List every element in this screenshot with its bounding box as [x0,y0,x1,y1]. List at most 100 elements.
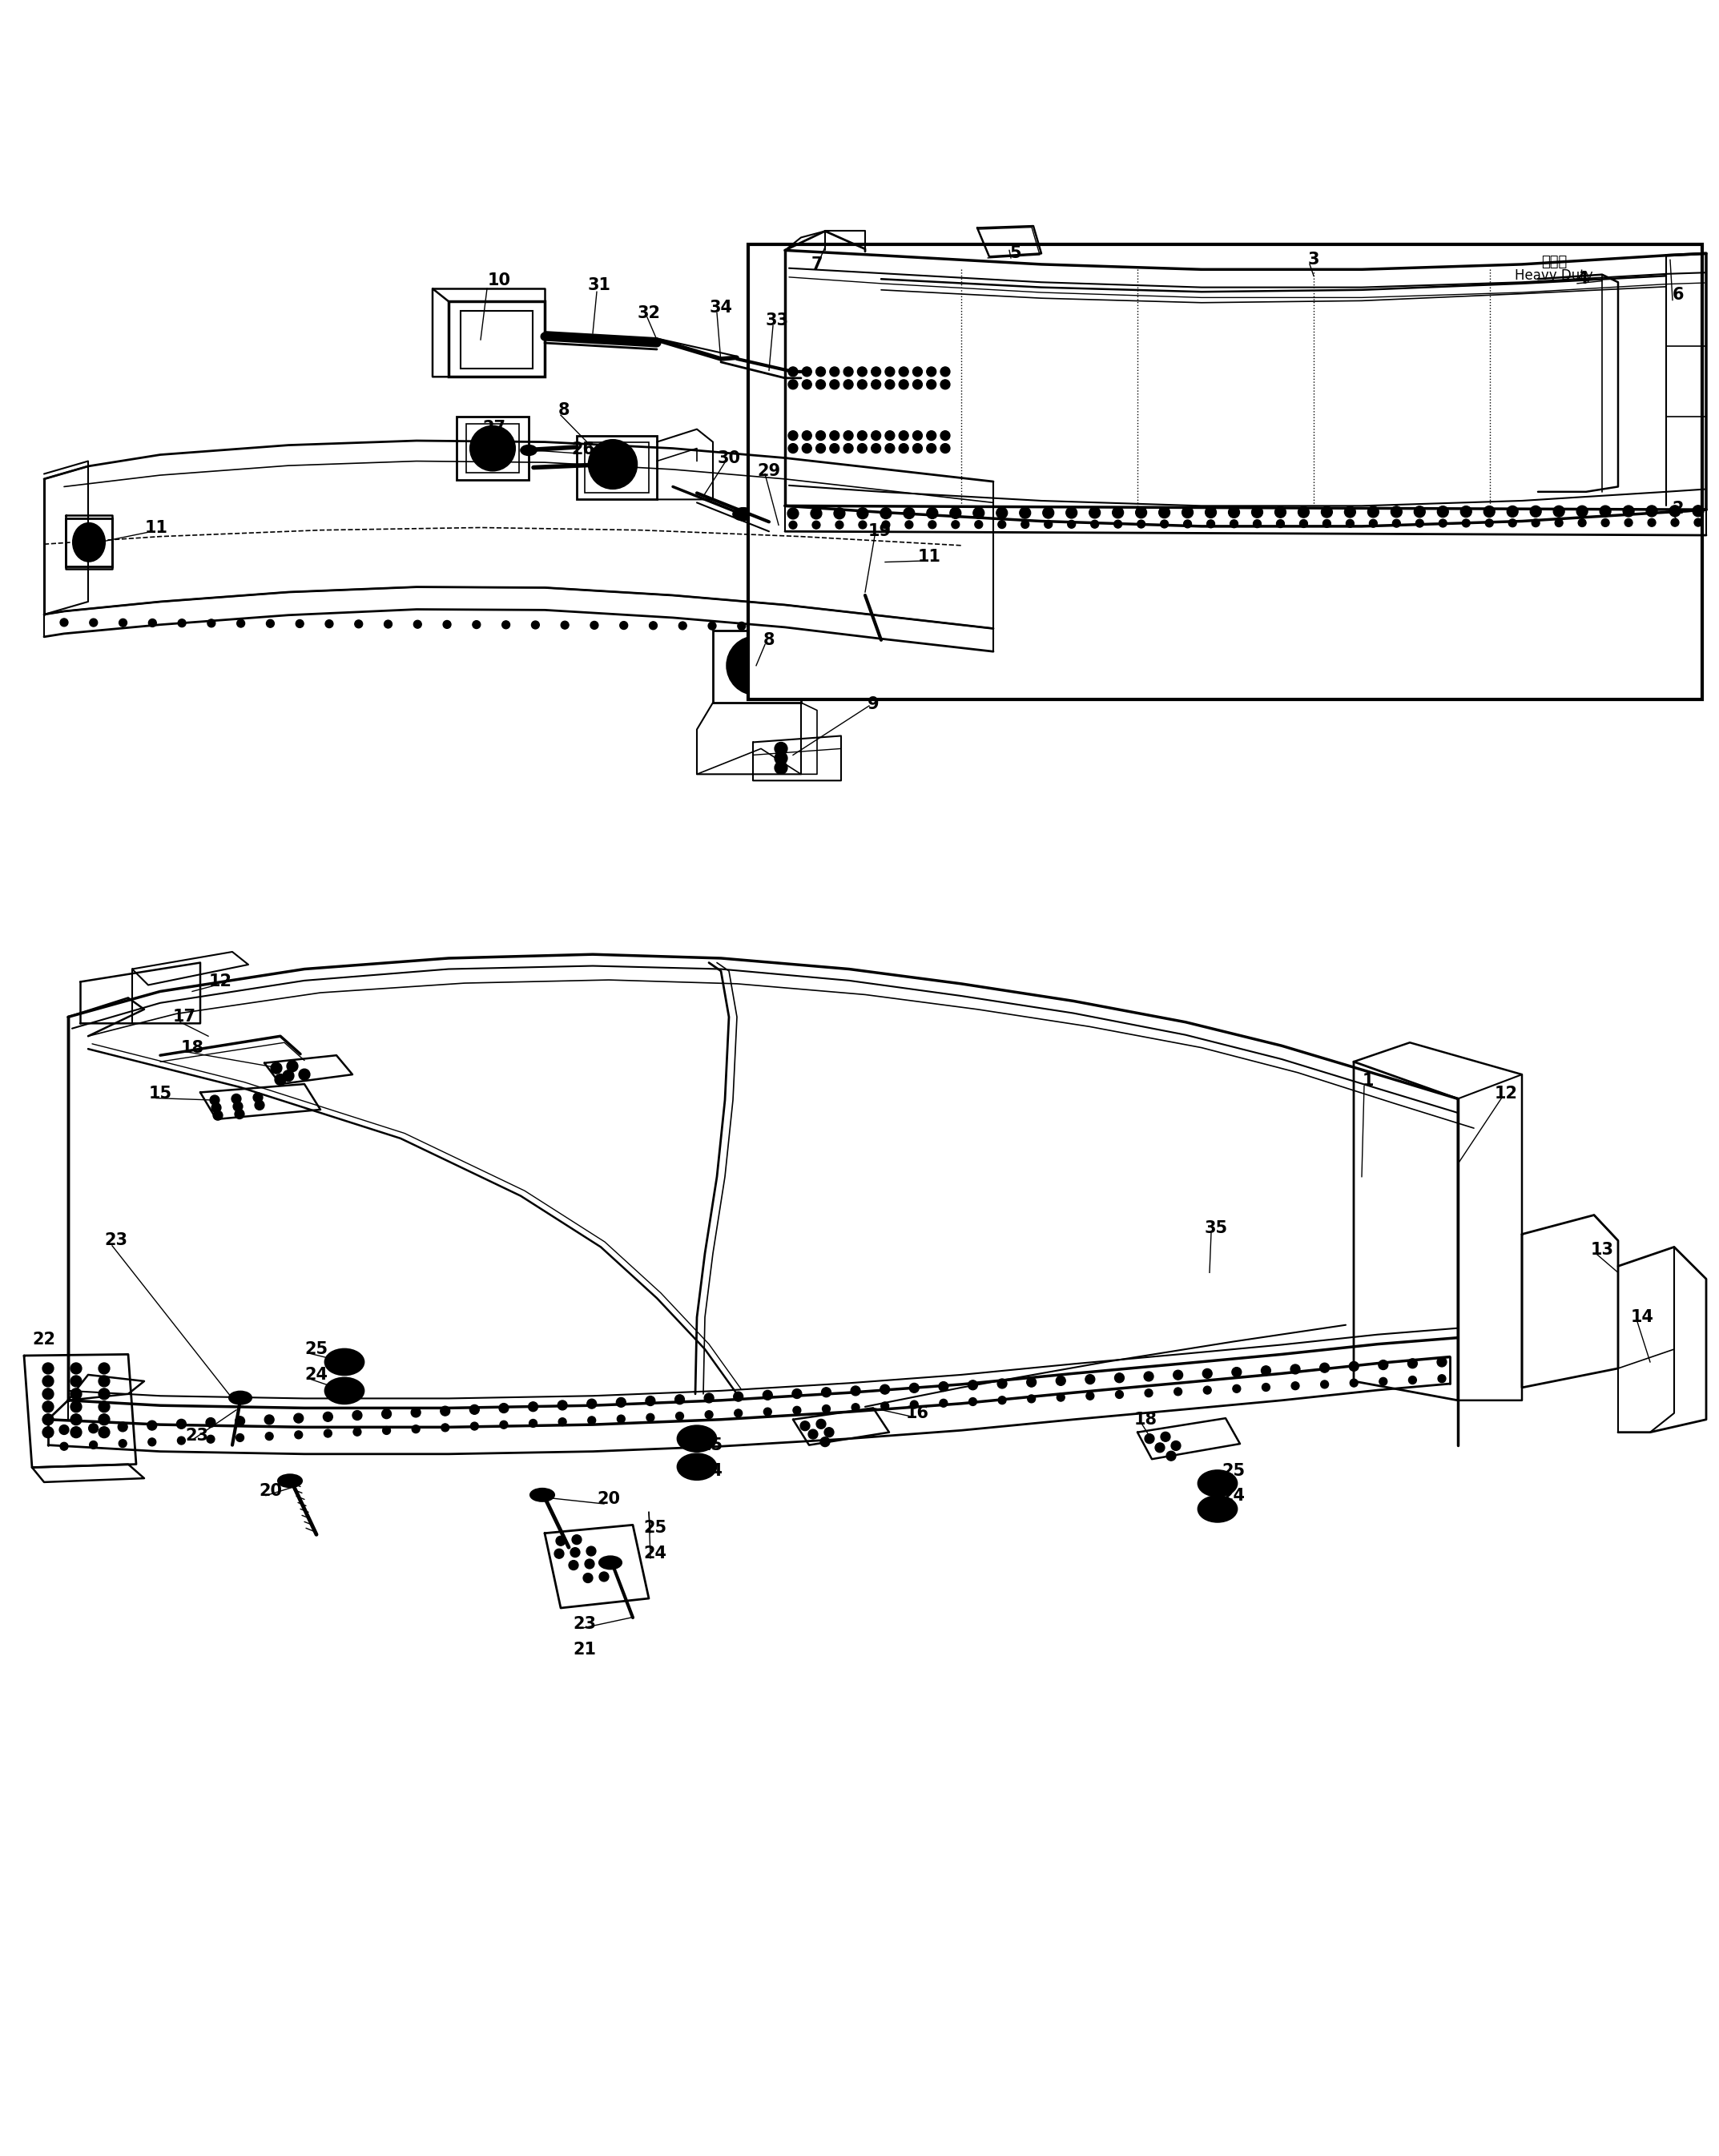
Ellipse shape [732,509,753,520]
Text: 2: 2 [1673,500,1685,517]
Text: 9: 9 [868,696,878,711]
Circle shape [899,444,909,453]
Circle shape [803,444,811,453]
Circle shape [927,507,939,520]
Circle shape [1092,520,1098,528]
Circle shape [471,1423,478,1429]
Ellipse shape [727,636,786,694]
Ellipse shape [529,1488,554,1501]
Text: 23: 23 [186,1427,208,1445]
Circle shape [708,621,717,630]
Circle shape [1028,1395,1035,1404]
Circle shape [588,1416,596,1425]
Circle shape [775,752,787,765]
Circle shape [1649,520,1655,526]
Circle shape [1043,507,1054,517]
Ellipse shape [803,364,832,379]
Text: 8: 8 [763,632,775,649]
Circle shape [89,1423,98,1434]
Circle shape [383,1427,390,1434]
Circle shape [325,619,333,627]
Circle shape [572,1535,581,1544]
Circle shape [177,1436,186,1445]
Circle shape [1392,520,1401,528]
Circle shape [973,507,985,520]
Circle shape [70,1363,83,1373]
Circle shape [265,1414,273,1425]
Circle shape [529,1419,536,1427]
Text: 29: 29 [758,464,780,479]
Circle shape [789,444,798,453]
Circle shape [1408,1358,1418,1369]
Circle shape [1322,507,1332,517]
Circle shape [1021,520,1030,528]
Text: 31: 31 [588,278,610,293]
Bar [461,310,533,369]
Circle shape [1066,507,1078,517]
Ellipse shape [72,524,105,561]
Circle shape [1251,507,1263,517]
Circle shape [1416,520,1423,528]
Circle shape [1532,520,1540,526]
Circle shape [1556,520,1563,526]
Bar [578,436,657,500]
Circle shape [119,1440,127,1447]
Circle shape [1379,1360,1387,1369]
Circle shape [1370,520,1377,528]
Circle shape [502,621,511,630]
Circle shape [734,1410,743,1416]
Circle shape [830,379,839,390]
Ellipse shape [600,1557,622,1570]
Circle shape [927,367,937,377]
Circle shape [1578,520,1587,526]
Text: 25: 25 [700,1438,724,1453]
Circle shape [822,1388,830,1397]
Circle shape [830,444,839,453]
Bar [457,416,529,481]
Circle shape [583,1574,593,1583]
Circle shape [927,379,937,390]
Ellipse shape [325,1378,364,1404]
Circle shape [60,619,69,627]
Circle shape [590,621,598,630]
Circle shape [1379,1378,1387,1386]
Text: 28: 28 [603,453,627,468]
Text: 13: 13 [1590,1242,1614,1259]
Text: 14: 14 [1631,1309,1654,1326]
Text: 1: 1 [1363,1074,1373,1089]
Circle shape [236,1110,244,1119]
Circle shape [789,431,798,440]
Circle shape [1174,1388,1183,1395]
Circle shape [1205,507,1217,517]
Circle shape [148,1438,156,1447]
Circle shape [1207,520,1215,528]
Circle shape [940,431,951,440]
Circle shape [1026,1378,1037,1386]
Circle shape [1368,507,1379,517]
Ellipse shape [335,1356,354,1369]
Circle shape [1112,507,1124,517]
Text: 34: 34 [710,300,732,315]
Circle shape [294,1414,303,1423]
Text: 24: 24 [304,1367,328,1382]
Circle shape [844,367,853,377]
Ellipse shape [677,1425,717,1451]
Ellipse shape [278,1475,303,1488]
Ellipse shape [677,1453,717,1479]
Text: 4: 4 [1576,272,1588,287]
Circle shape [1320,1380,1329,1388]
Circle shape [98,1376,110,1386]
Circle shape [1114,520,1123,528]
Circle shape [872,367,880,377]
Text: 3: 3 [1308,252,1320,267]
Circle shape [1437,1376,1446,1382]
Circle shape [557,1401,567,1410]
Circle shape [885,367,894,377]
Circle shape [885,431,894,440]
Circle shape [830,431,839,440]
Circle shape [237,619,244,627]
Circle shape [1624,520,1633,526]
Circle shape [98,1401,110,1412]
Circle shape [1463,520,1470,526]
Text: 16: 16 [906,1406,928,1421]
